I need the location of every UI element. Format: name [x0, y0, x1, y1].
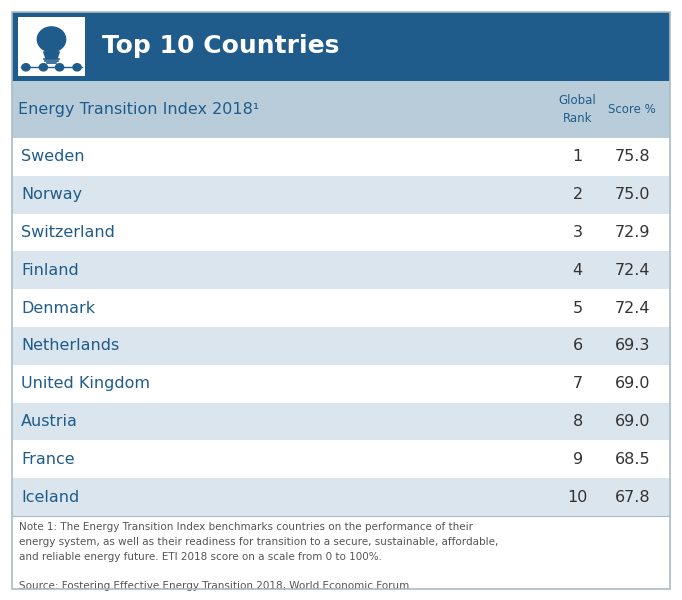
Bar [12, 289, 670, 327]
Text: Iceland: Iceland [21, 490, 79, 505]
Bar [12, 478, 670, 516]
Bar [12, 327, 670, 365]
Text: 8: 8 [572, 414, 583, 429]
Text: 72.4: 72.4 [614, 263, 650, 278]
Circle shape [22, 64, 30, 71]
Text: Score %: Score % [608, 103, 656, 116]
Text: 69.0: 69.0 [614, 376, 650, 391]
Text: 1: 1 [572, 149, 583, 164]
Text: France: France [21, 452, 75, 467]
Text: 2: 2 [573, 187, 582, 202]
Bar [12, 365, 670, 403]
Text: 4: 4 [573, 263, 582, 278]
Circle shape [73, 64, 81, 71]
Text: Source: Fostering Effective Energy Transition 2018, World Economic Forum: Source: Fostering Effective Energy Trans… [19, 581, 409, 591]
Text: United Kingdom: United Kingdom [21, 376, 150, 391]
Text: Finland: Finland [21, 263, 79, 278]
Text: Note 1: The Energy Transition Index benchmarks countries on the performance of t: Note 1: The Energy Transition Index benc… [19, 522, 499, 562]
Bar [12, 403, 670, 440]
Bar [12, 214, 670, 251]
Text: Global
Rank: Global Rank [559, 94, 597, 124]
Text: 68.5: 68.5 [614, 452, 650, 467]
Bar [12, 176, 670, 214]
Text: Austria: Austria [21, 414, 78, 429]
Bar [12, 12, 670, 81]
Text: 67.8: 67.8 [614, 490, 650, 505]
Text: 3: 3 [573, 225, 582, 240]
Text: 72.9: 72.9 [614, 225, 650, 240]
Bar [12, 81, 670, 138]
Text: Top 10 Countries: Top 10 Countries [102, 34, 340, 58]
Circle shape [55, 64, 63, 71]
Circle shape [40, 64, 48, 71]
Text: 72.4: 72.4 [614, 301, 650, 316]
Text: Energy Transition Index 2018¹: Energy Transition Index 2018¹ [18, 102, 259, 117]
Text: 75.8: 75.8 [614, 149, 650, 164]
Text: 9: 9 [573, 452, 582, 467]
Text: Netherlands: Netherlands [21, 338, 119, 353]
Text: 10: 10 [567, 490, 588, 505]
Text: 69.0: 69.0 [614, 414, 650, 429]
Text: 5: 5 [573, 301, 582, 316]
Bar [12, 251, 670, 289]
Bar [12, 516, 670, 597]
Text: 75.0: 75.0 [614, 187, 650, 202]
Text: 7: 7 [573, 376, 582, 391]
Text: Sweden: Sweden [21, 149, 85, 164]
Text: Switzerland: Switzerland [21, 225, 115, 240]
Bar [18, 17, 85, 76]
Text: 6: 6 [573, 338, 582, 353]
Text: 69.3: 69.3 [614, 338, 650, 353]
Polygon shape [44, 52, 59, 59]
Polygon shape [38, 27, 65, 52]
Bar [12, 440, 670, 478]
Bar [12, 138, 670, 176]
Text: Norway: Norway [21, 187, 83, 202]
Text: Denmark: Denmark [21, 301, 95, 316]
